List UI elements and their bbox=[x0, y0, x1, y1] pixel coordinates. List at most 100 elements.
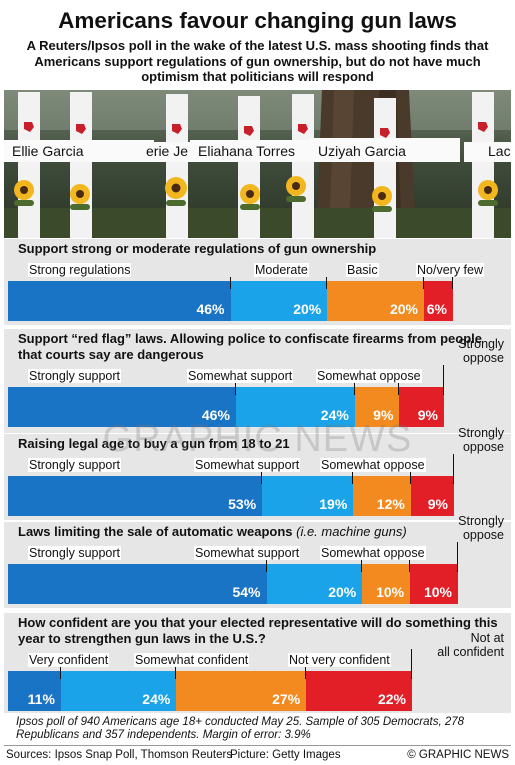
footer: Sources: Ipsos Snap Poll, Thomson Reuter… bbox=[4, 745, 511, 761]
footer-brand: © GRAPHIC NEWS bbox=[407, 749, 509, 761]
bar-segment-3: 27% bbox=[176, 671, 307, 711]
memorial-photo: Ellie Garcia erie Je Eliahana Torres Uzi… bbox=[4, 90, 511, 238]
bar-value-label: 22% bbox=[377, 691, 406, 707]
category-label-3: Not very confident bbox=[288, 653, 391, 667]
category-label-4: No/very few bbox=[416, 263, 484, 277]
label-tick bbox=[443, 365, 444, 395]
bar-segment-1: 11% bbox=[8, 671, 61, 711]
label-tick bbox=[361, 560, 363, 572]
label-tick bbox=[409, 560, 411, 572]
bar-segment-4: 22% bbox=[306, 671, 412, 711]
bar-segment-4: 6% bbox=[423, 281, 453, 321]
label-tick bbox=[261, 472, 263, 484]
bar-segment-1: 46% bbox=[8, 387, 236, 427]
methodology-note: Ipsos poll of 940 Americans age 18+ cond… bbox=[16, 716, 465, 741]
chart-section-2: Support “red flag” laws. Allowing police… bbox=[4, 329, 511, 433]
cross-name-3: Eliahana Torres bbox=[198, 143, 295, 159]
category-label-3: Basic bbox=[346, 263, 379, 277]
label-tick bbox=[353, 383, 355, 395]
bar-segment-2: 20% bbox=[266, 564, 363, 604]
stacked-bar: 46% 20% 20% 6% bbox=[8, 281, 453, 321]
bar-value-label: 24% bbox=[142, 691, 171, 707]
stacked-bar: 53% 19% 12% 9% bbox=[8, 476, 454, 516]
chart-question: Raising legal age to buy a gun from 18 t… bbox=[18, 436, 290, 451]
chart-section-1: Support strong or moderate regulations o… bbox=[4, 239, 511, 325]
bar-value-label: 53% bbox=[228, 496, 257, 512]
chart-question: Support “red flag” laws. Allowing police… bbox=[18, 331, 482, 362]
category-label-3: Somewhat oppose bbox=[320, 546, 426, 560]
bar-value-label: 12% bbox=[376, 496, 405, 512]
label-tick bbox=[305, 667, 307, 679]
category-label-3: Somewhat oppose bbox=[316, 369, 422, 383]
chart-subtitle: A Reuters/Ipsos poll in the wake of the … bbox=[26, 38, 489, 84]
category-label-1: Very confident bbox=[28, 653, 110, 667]
chart-question: Laws limiting the sale of automatic weap… bbox=[18, 524, 407, 539]
bar-segment-2: 24% bbox=[60, 671, 177, 711]
bar-segment-4: 10% bbox=[410, 564, 458, 604]
bar-value-label: 20% bbox=[389, 301, 418, 317]
label-tick bbox=[422, 277, 424, 289]
bar-value-label: 20% bbox=[293, 301, 322, 317]
bar-segment-4: 9% bbox=[399, 387, 444, 427]
cross-name-1: Ellie Garcia bbox=[12, 143, 84, 159]
category-label-2: Somewhat support bbox=[194, 546, 301, 560]
stacked-bar: 11% 24% 27% 22% bbox=[8, 671, 412, 711]
label-tick bbox=[352, 472, 354, 484]
label-tick bbox=[59, 667, 61, 679]
category-label-2: Somewhat support bbox=[194, 458, 301, 472]
bar-segment-1: 54% bbox=[8, 564, 267, 604]
label-tick bbox=[409, 472, 411, 484]
chart-section-5: How confident are you that your elected … bbox=[4, 613, 511, 713]
chart-section-4: Laws limiting the sale of automatic weap… bbox=[4, 514, 511, 608]
label-tick bbox=[457, 542, 458, 572]
bar-segment-2: 24% bbox=[235, 387, 355, 427]
category-label-2: Somewhat confident bbox=[134, 653, 250, 667]
bar-segment-1: 46% bbox=[8, 281, 231, 321]
category-label-4: Strongly oppose bbox=[458, 426, 504, 454]
bar-segment-4: 9% bbox=[410, 476, 454, 516]
category-label-4: Strongly oppose bbox=[458, 337, 504, 365]
bar-segment-3: 12% bbox=[353, 476, 411, 516]
cross-name-5: Lac bbox=[488, 143, 511, 159]
bar-segment-3: 9% bbox=[354, 387, 400, 427]
bar-value-label: 11% bbox=[27, 691, 55, 707]
bar-value-label: 46% bbox=[201, 407, 230, 423]
chart-question: How confident are you that your elected … bbox=[18, 615, 498, 646]
cross-name-4: Uziyah Garcia bbox=[318, 143, 406, 159]
bar-value-label: 46% bbox=[196, 301, 225, 317]
stacked-bar: 54% 20% 10% 10% bbox=[8, 564, 458, 604]
bar-value-label: 6% bbox=[426, 301, 447, 317]
category-label-1: Strongly support bbox=[28, 458, 122, 472]
bar-segment-3: 10% bbox=[362, 564, 411, 604]
footer-sources: Sources: Ipsos Snap Poll, Thomson Reuter… bbox=[6, 749, 233, 761]
label-tick bbox=[452, 277, 453, 289]
bar-value-label: 19% bbox=[319, 496, 348, 512]
label-tick bbox=[453, 454, 454, 484]
category-label-2: Moderate bbox=[254, 263, 309, 277]
category-label-3: Somewhat oppose bbox=[320, 458, 426, 472]
label-tick bbox=[234, 383, 236, 395]
label-tick bbox=[411, 649, 412, 679]
label-tick bbox=[398, 383, 400, 395]
chart-question-note: (i.e. machine guns) bbox=[292, 524, 407, 539]
chart-question: Support strong or moderate regulations o… bbox=[18, 241, 377, 256]
chart-title: Americans favour changing gun laws bbox=[58, 8, 457, 33]
bar-value-label: 27% bbox=[272, 691, 301, 707]
bar-segment-1: 53% bbox=[8, 476, 263, 516]
bar-segment-2: 19% bbox=[262, 476, 354, 516]
bar-value-label: 9% bbox=[427, 496, 448, 512]
footer-picture-credit: Picture: Getty Images bbox=[230, 749, 341, 761]
category-label-2: Somewhat support bbox=[187, 369, 294, 383]
category-label-4: Strongly oppose bbox=[458, 514, 504, 542]
stacked-bar: 46% 24% 9% 9% bbox=[8, 387, 444, 427]
bar-value-label: 9% bbox=[373, 407, 394, 423]
bar-segment-3: 20% bbox=[327, 281, 424, 321]
label-tick bbox=[229, 277, 231, 289]
category-label-1: Strongly support bbox=[28, 369, 122, 383]
memorial-crosses-illustration: Ellie Garcia erie Je Eliahana Torres Uzi… bbox=[4, 90, 511, 238]
bar-value-label: 10% bbox=[376, 584, 405, 600]
cross-name-2: erie Je bbox=[146, 143, 188, 159]
bar-value-label: 9% bbox=[417, 407, 438, 423]
bar-value-label: 24% bbox=[320, 407, 349, 423]
bar-value-label: 10% bbox=[423, 584, 452, 600]
